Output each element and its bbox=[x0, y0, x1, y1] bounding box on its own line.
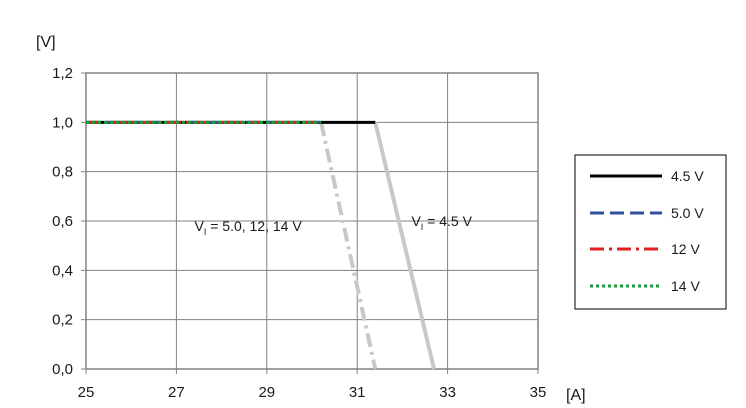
x-tick-label: 35 bbox=[530, 384, 547, 401]
annotation-label: VI = 5.0, 12, 14 V bbox=[194, 218, 302, 237]
y-axis-label: [V] bbox=[36, 34, 56, 51]
x-tick-label: 33 bbox=[439, 384, 456, 401]
legend-label: 4.5 V bbox=[671, 168, 704, 184]
y-tick-label: 0,0 bbox=[52, 361, 73, 378]
annotations: VI = 5.0, 12, 14 V VI = 4.5 V bbox=[194, 213, 472, 237]
y-tick-label: 0,6 bbox=[52, 213, 73, 230]
x-tick-labels: 25 27 29 31 33 35 bbox=[78, 369, 547, 401]
legend-label: 14 V bbox=[671, 278, 700, 294]
y-tick-label: 0,4 bbox=[52, 262, 73, 279]
x-tick-label: 27 bbox=[168, 384, 185, 401]
x-tick-label: 29 bbox=[258, 384, 275, 401]
foldback-line bbox=[319, 121, 378, 370]
y-tick-labels: 0,0 0,2 0,4 0,6 0,8 1,0 1,2 bbox=[52, 65, 86, 378]
x-axis-label: [A] bbox=[566, 387, 586, 404]
y-tick-label: 0,8 bbox=[52, 164, 73, 181]
y-tick-label: 0,2 bbox=[52, 312, 73, 329]
x-tick-label: 31 bbox=[349, 384, 366, 401]
legend: 4.5 V 5.0 V 12 V 14 V bbox=[574, 154, 727, 310]
annotation-label: VI = 4.5 V bbox=[411, 213, 472, 232]
legend-label: 5.0 V bbox=[671, 205, 704, 221]
foldback-line bbox=[373, 121, 436, 370]
legend-box bbox=[574, 154, 727, 310]
y-tick-label: 1,0 bbox=[52, 114, 73, 131]
y-tick-label: 1,2 bbox=[52, 65, 73, 82]
legend-label: 12 V bbox=[671, 241, 700, 257]
foldback-lines bbox=[319, 121, 436, 370]
x-tick-label: 25 bbox=[78, 384, 95, 401]
